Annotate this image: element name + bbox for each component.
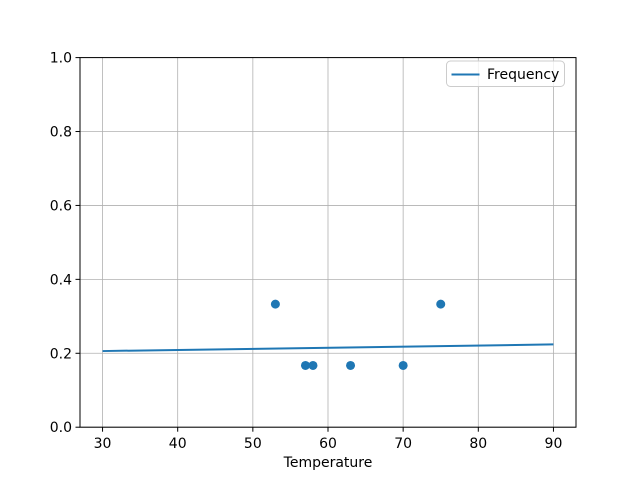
tick-layer: 30 40 50 60 70 80 90 0.0 0.2 0.4 0.6 0.8 1.0	[50, 51, 563, 453]
grid-layer	[80, 57, 576, 428]
x-tick-label: 50	[244, 436, 262, 452]
y-tick-label: 0.8	[50, 125, 72, 141]
scatter-point	[308, 360, 318, 370]
x-tick-label: 60	[319, 436, 337, 452]
y-tick-label: 0.0	[50, 420, 72, 436]
scatter-point	[436, 299, 446, 309]
scatter-point	[300, 360, 310, 370]
x-axis-label: Temperature	[283, 455, 373, 471]
scatter-point	[346, 360, 356, 370]
legend-label: Frequency	[487, 67, 559, 83]
y-tick-label: 1.0	[50, 51, 72, 67]
legend: Frequency	[446, 60, 565, 87]
y-tick-label: 0.4	[50, 272, 72, 288]
scatter-point	[398, 360, 408, 370]
legend-box	[446, 60, 565, 87]
data-layer	[102, 299, 554, 370]
x-tick-label: 70	[394, 436, 412, 452]
y-tick-label: 0.2	[50, 346, 72, 362]
x-tick-label: 40	[169, 436, 187, 452]
x-tick-label: 80	[469, 436, 487, 452]
scatter-point	[270, 299, 280, 309]
y-tick-label: 0.6	[50, 198, 72, 214]
x-tick-label: 90	[545, 436, 563, 452]
trend-line	[102, 343, 554, 353]
x-tick-label: 30	[94, 436, 112, 452]
